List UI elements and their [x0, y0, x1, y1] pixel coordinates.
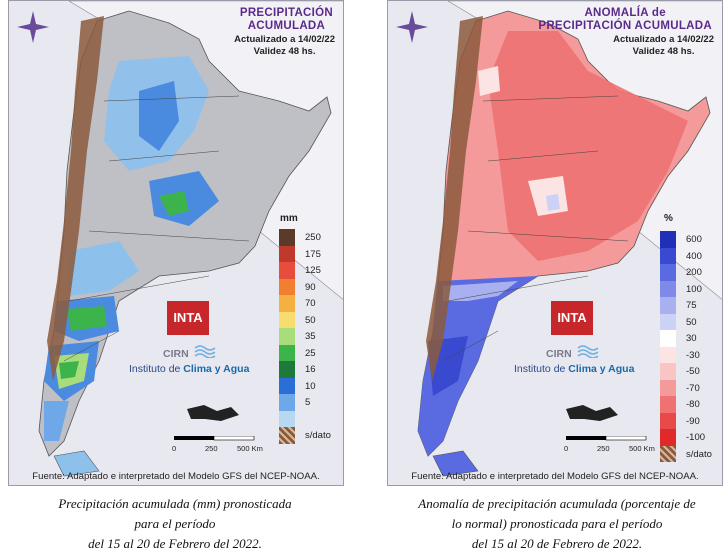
legend-swatch: [660, 445, 676, 462]
legend-swatch: [279, 229, 295, 246]
scale-bar: [174, 436, 255, 441]
legend-swatch: [660, 330, 676, 347]
scale-label-500: 500 Km: [629, 444, 655, 453]
precipitation-map: [38, 1, 343, 477]
legend-swatch: [660, 231, 676, 248]
legend-swatch: [279, 278, 295, 295]
legend-label: -30: [686, 349, 700, 361]
legend-swatch: [660, 429, 676, 446]
right-caption: Anomalía de precipitación acumulada (por…: [418, 496, 696, 551]
legend-swatch: [660, 346, 676, 363]
scale-label-0: 0: [172, 444, 177, 453]
source-footer: Fuente: Adaptado e interpretado del Mode…: [32, 471, 320, 482]
legend-swatch: [279, 427, 295, 444]
legend-label: 50: [305, 314, 316, 326]
legend-label: -90: [686, 415, 700, 427]
legend-label: 50: [686, 316, 697, 328]
updated-date: Actualizado a 14/02/22: [613, 34, 714, 45]
updated-date: Actualizado a 14/02/22: [234, 34, 335, 45]
legend-unit: %: [664, 213, 673, 224]
map-title: ANOMALÍA de PRECIPITACIÓN ACUMULADA: [538, 7, 712, 33]
waves-icon: [577, 345, 599, 358]
left-caption: Precipitación acumulada (mm) pronosticad…: [58, 496, 292, 551]
compass-rose-icon: [396, 11, 428, 43]
title-line-2: ACUMULADA: [247, 20, 326, 32]
scale-label-500: 500 Km: [237, 444, 263, 453]
legend-swatch: [660, 247, 676, 264]
anomaly-map: [417, 1, 722, 477]
legend-label: -100: [686, 432, 706, 443]
compass-rose-icon: [17, 11, 49, 43]
legend-swatch: [279, 245, 295, 262]
map-title: PRECIPITACIÓN ACUMULADA: [240, 7, 333, 33]
legend-swatch: [660, 412, 676, 429]
legend-swatch: [660, 379, 676, 396]
legend-swatch: [660, 396, 676, 413]
legend-swatch: [660, 363, 676, 380]
anomaly-map-panel: ANOMALÍA de PRECIPITACIÓN ACUMULADA Actu…: [387, 0, 723, 486]
legend-label: 25: [305, 347, 316, 359]
scale-bar: [566, 436, 647, 441]
validity: Validez 48 hs.: [632, 46, 695, 57]
cirn-label: CIRN: [546, 348, 572, 360]
legend-swatch: [279, 328, 295, 345]
legend-label: 90: [305, 281, 316, 293]
legend-label: 10: [305, 380, 316, 392]
legend-label: 400: [686, 250, 702, 262]
scale-label-250: 250: [597, 444, 610, 453]
title-line-2: PRECIPITACIÓN ACUMULADA: [538, 20, 712, 32]
legend-swatch: [279, 377, 295, 394]
legend-label: 16: [305, 364, 316, 375]
legend-label: s/dato: [686, 448, 712, 460]
legend-label: -80: [686, 399, 700, 410]
legend-label: 70: [305, 298, 316, 309]
source-footer: Fuente: Adaptado e interpretado del Mode…: [411, 471, 699, 482]
legend-label: -70: [686, 382, 700, 394]
legend-label: 600: [686, 234, 702, 245]
map-subtitle: Actualizado a 14/02/22 Validez 48 hs.: [613, 34, 714, 58]
legend-swatch: [660, 280, 676, 297]
legend-swatch: [660, 313, 676, 330]
legend-swatch: [660, 297, 676, 314]
legend-swatch: [279, 394, 295, 411]
legend-label: 35: [305, 331, 316, 342]
institute-name: Instituto de Clima y Agua: [129, 363, 250, 375]
legend-label: 250: [305, 232, 321, 243]
institute-name: Instituto de Clima y Agua: [514, 363, 635, 375]
validity: Validez 48 hs.: [253, 46, 316, 57]
inta-logo: INTA: [551, 301, 593, 335]
legend-swatch: [279, 361, 295, 378]
precipitation-map-panel: PRECIPITACIÓN ACUMULADA Actualizado a 14…: [8, 0, 344, 486]
legend-label: 125: [305, 265, 321, 276]
legend-label: 75: [686, 300, 697, 311]
waves-icon: [194, 345, 216, 358]
legend-swatch: [660, 264, 676, 281]
legend-label: 5: [305, 397, 311, 408]
legend-swatch: [279, 344, 295, 361]
scale-label-250: 250: [205, 444, 218, 453]
scale-label-0: 0: [564, 444, 569, 453]
legend-label: 30: [686, 333, 697, 344]
legend-label: 100: [686, 283, 702, 295]
legend-label: -50: [686, 366, 700, 377]
cirn-label: CIRN: [163, 348, 189, 360]
inta-logo: INTA: [167, 301, 209, 335]
legend-label: 175: [305, 248, 321, 260]
legend-label: 200: [686, 267, 702, 278]
legend-unit: mm: [280, 213, 298, 224]
legend-label: s/dato: [305, 430, 331, 441]
legend-swatch: [279, 295, 295, 312]
map-subtitle: Actualizado a 14/02/22 Validez 48 hs.: [234, 34, 335, 58]
legend-swatch: [279, 311, 295, 328]
legend-swatch: [279, 410, 295, 427]
legend-swatch: [279, 262, 295, 279]
title-line-1: PRECIPITACIÓN: [239, 7, 333, 19]
title-line-1: ANOMALÍA de: [584, 7, 666, 19]
